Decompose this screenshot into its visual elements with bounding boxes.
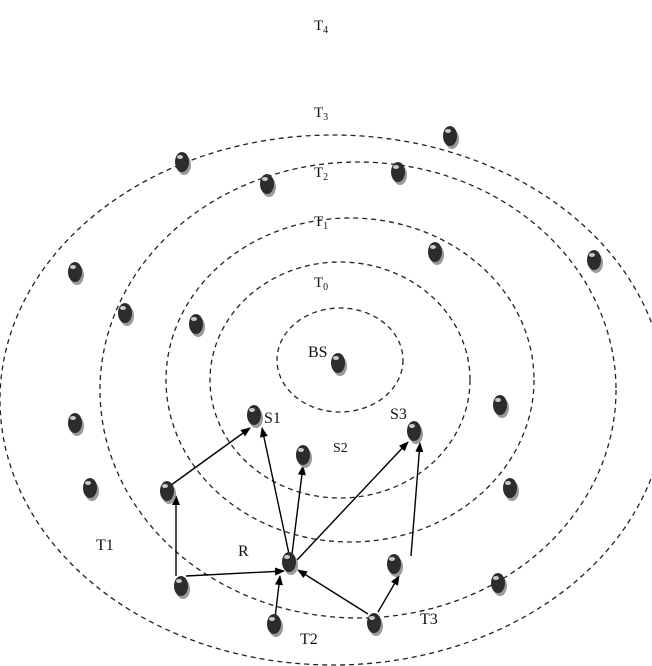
label-t3: T3 xyxy=(314,105,328,123)
node xyxy=(175,152,191,175)
node-bs xyxy=(331,353,347,376)
labels: T4 T3 T2 T1 T0 BS S1 S2 S3 R T1 T2 T3 xyxy=(96,18,438,648)
node xyxy=(68,413,84,436)
node-s1 xyxy=(247,405,263,428)
node xyxy=(493,395,509,418)
arrow xyxy=(297,569,369,615)
node xyxy=(503,478,519,501)
node xyxy=(443,126,459,149)
label-s3: S3 xyxy=(390,406,407,423)
label-cluster-t1: T1 xyxy=(96,537,114,554)
node-s2 xyxy=(296,445,312,468)
label-r: R xyxy=(238,543,249,560)
label-bs: BS xyxy=(308,344,328,361)
node xyxy=(491,573,507,596)
label-s2: S2 xyxy=(333,441,348,456)
node xyxy=(387,554,403,577)
label-cluster-t3: T3 xyxy=(420,611,438,628)
node xyxy=(391,162,407,185)
label-t4: T4 xyxy=(314,18,328,36)
ring-t2 xyxy=(165,217,535,543)
node-r xyxy=(282,552,298,575)
node xyxy=(83,478,99,501)
ring-t0 xyxy=(276,307,404,413)
arrow xyxy=(410,442,424,557)
label-s1: S1 xyxy=(264,410,281,427)
ring-t3 xyxy=(99,161,617,619)
label-cluster-t2: T2 xyxy=(300,631,318,648)
node xyxy=(189,314,205,337)
arrow xyxy=(291,465,306,555)
node xyxy=(260,174,276,197)
arrow xyxy=(274,575,283,619)
arrow xyxy=(259,427,290,555)
routing-arrows xyxy=(166,427,424,619)
label-t2: T2 xyxy=(314,165,328,183)
node xyxy=(174,576,190,599)
node xyxy=(68,262,84,285)
arrow xyxy=(166,427,251,489)
ring-t4 xyxy=(0,134,652,666)
label-t1: T1 xyxy=(314,214,328,232)
node xyxy=(267,614,283,637)
node xyxy=(587,250,603,273)
node-s3 xyxy=(407,421,423,444)
arrow xyxy=(377,575,400,613)
sensor-nodes xyxy=(68,126,603,637)
node xyxy=(428,242,444,265)
node xyxy=(367,613,383,636)
node xyxy=(160,481,176,504)
node xyxy=(118,303,134,326)
arrow xyxy=(296,441,409,561)
label-t0: T0 xyxy=(314,275,328,293)
ring-t1 xyxy=(209,261,471,499)
tier-rings xyxy=(0,134,652,666)
arrow xyxy=(185,567,285,577)
